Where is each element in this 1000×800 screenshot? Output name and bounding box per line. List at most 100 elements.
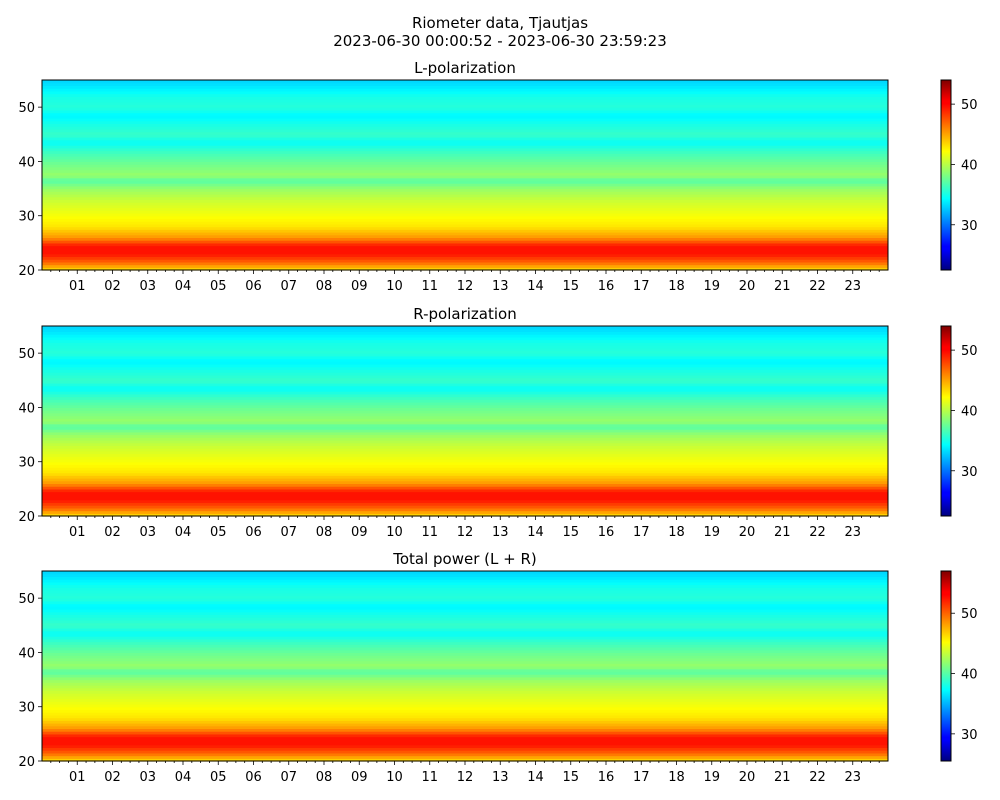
heatmap-band: [42, 728, 888, 732]
y-axis: 20 30 40 50: [18, 592, 42, 770]
heatmap-band: [42, 442, 888, 447]
colorbar-tick-label: 30: [961, 465, 978, 480]
y-tick-label: 40: [18, 155, 35, 170]
heatmap-band: [42, 611, 888, 616]
heatmap-band: [42, 328, 888, 333]
heatmap-band: [42, 758, 888, 762]
heatmap-band: [42, 93, 888, 97]
x-tick-label: 03: [139, 279, 156, 294]
x-tick-label: 16: [598, 770, 615, 785]
x-tick-label: 05: [210, 525, 227, 540]
x-axis: 01 02 03 04 05 06 07 08 09 10 11 12 13 14 15 16 17 18 19 20…: [50, 761, 880, 785]
heatmap-band: [42, 355, 888, 360]
heatmap-band: [42, 185, 888, 190]
x-tick-label: 02: [104, 770, 121, 785]
x-tick-label: 03: [139, 770, 156, 785]
heatmap-band: [42, 472, 888, 476]
x-tick-label: 20: [739, 770, 756, 785]
heatmap-band: [42, 459, 888, 463]
heatmap-band: [42, 358, 888, 362]
heatmap-band: [42, 704, 888, 708]
colorbar-gradient: [941, 80, 951, 270]
x-tick-label: 14: [527, 770, 544, 785]
colorbar-frame: [940, 325, 952, 517]
x-tick-label: 05: [210, 770, 227, 785]
heatmap-band: [42, 90, 888, 95]
heatmap-band: [42, 581, 888, 586]
y-tick-label: 30: [18, 456, 35, 471]
heatmap-band: [42, 107, 888, 111]
heatmap-band: [42, 461, 888, 466]
x-tick-label: 04: [175, 770, 192, 785]
heatmap-band: [42, 469, 888, 474]
heatmap-image: [42, 571, 888, 762]
heatmap-band: [42, 399, 888, 403]
heatmap-band: [42, 232, 888, 236]
heatmap-band: [42, 483, 888, 487]
heatmap-band: [42, 169, 888, 173]
x-tick-label: 22: [809, 279, 826, 294]
x-tick-label: 19: [703, 770, 720, 785]
x-tick-label: 18: [668, 279, 685, 294]
heatmap-band: [42, 709, 888, 713]
heatmap-band: [42, 663, 888, 667]
y-tick-label: 50: [18, 592, 35, 607]
x-tick-label: 09: [351, 525, 368, 540]
heatmap-band: [42, 426, 888, 430]
colorbar-gradient: [941, 571, 951, 761]
heatmap-band: [42, 647, 888, 651]
heatmap-band: [42, 80, 888, 84]
heatmap-band: [42, 706, 888, 711]
heatmap-band: [42, 88, 888, 92]
heatmap-band: [42, 448, 888, 452]
heatmap-band: [42, 507, 888, 512]
heatmap-band: [42, 674, 888, 678]
heatmap-band: [42, 240, 888, 244]
x-tick-label: 12: [457, 279, 474, 294]
heatmap-band: [42, 156, 888, 160]
x-tick-label: 10: [386, 279, 403, 294]
x-tick-label: 09: [351, 770, 368, 785]
heatmap-band: [42, 261, 888, 266]
heatmap-band: [42, 118, 888, 122]
heatmap-band: [42, 497, 888, 501]
heatmap-band: [42, 440, 888, 444]
x-tick-label: 21: [774, 770, 791, 785]
heatmap-band: [42, 334, 888, 338]
x-tick-label: 04: [175, 525, 192, 540]
panel-1: L-polarization 01 02 03 04 05 06 07 08 09 10 11 12 13…: [18, 59, 977, 294]
heatmap-band: [42, 603, 888, 607]
panel-title: R-polarization: [413, 305, 516, 323]
heatmap-band: [42, 99, 888, 103]
heatmap-band: [42, 488, 888, 493]
heatmap-band: [42, 606, 888, 610]
heatmap-band: [42, 142, 888, 146]
heatmap-band: [42, 109, 888, 114]
y-tick-label: 40: [18, 401, 35, 416]
y-tick-label: 50: [18, 101, 35, 116]
heatmap-band: [42, 598, 888, 602]
x-tick-label: 17: [633, 279, 650, 294]
x-tick-label: 08: [316, 525, 333, 540]
heatmap-band: [42, 361, 888, 365]
heatmap-band: [42, 259, 888, 263]
heatmap-band: [42, 698, 888, 702]
x-tick-label: 01: [69, 525, 86, 540]
heatmap-band: [42, 412, 888, 417]
heatmap-band: [42, 364, 888, 368]
colorbar-tick-label: 50: [961, 98, 978, 113]
heatmap-band: [42, 82, 888, 87]
colorbar-frame: [940, 570, 952, 762]
heatmap-band: [42, 396, 888, 400]
heatmap-band: [42, 391, 888, 395]
y-tick-label: 20: [18, 510, 35, 525]
heatmap-band: [42, 617, 888, 621]
heatmap-band: [42, 622, 888, 626]
heatmap-band: [42, 245, 888, 249]
heatmap-band: [42, 139, 888, 144]
heatmap-band: [42, 437, 888, 441]
heatmap-band: [42, 415, 888, 419]
heatmap-band: [42, 679, 888, 683]
heatmap-band: [42, 682, 888, 686]
